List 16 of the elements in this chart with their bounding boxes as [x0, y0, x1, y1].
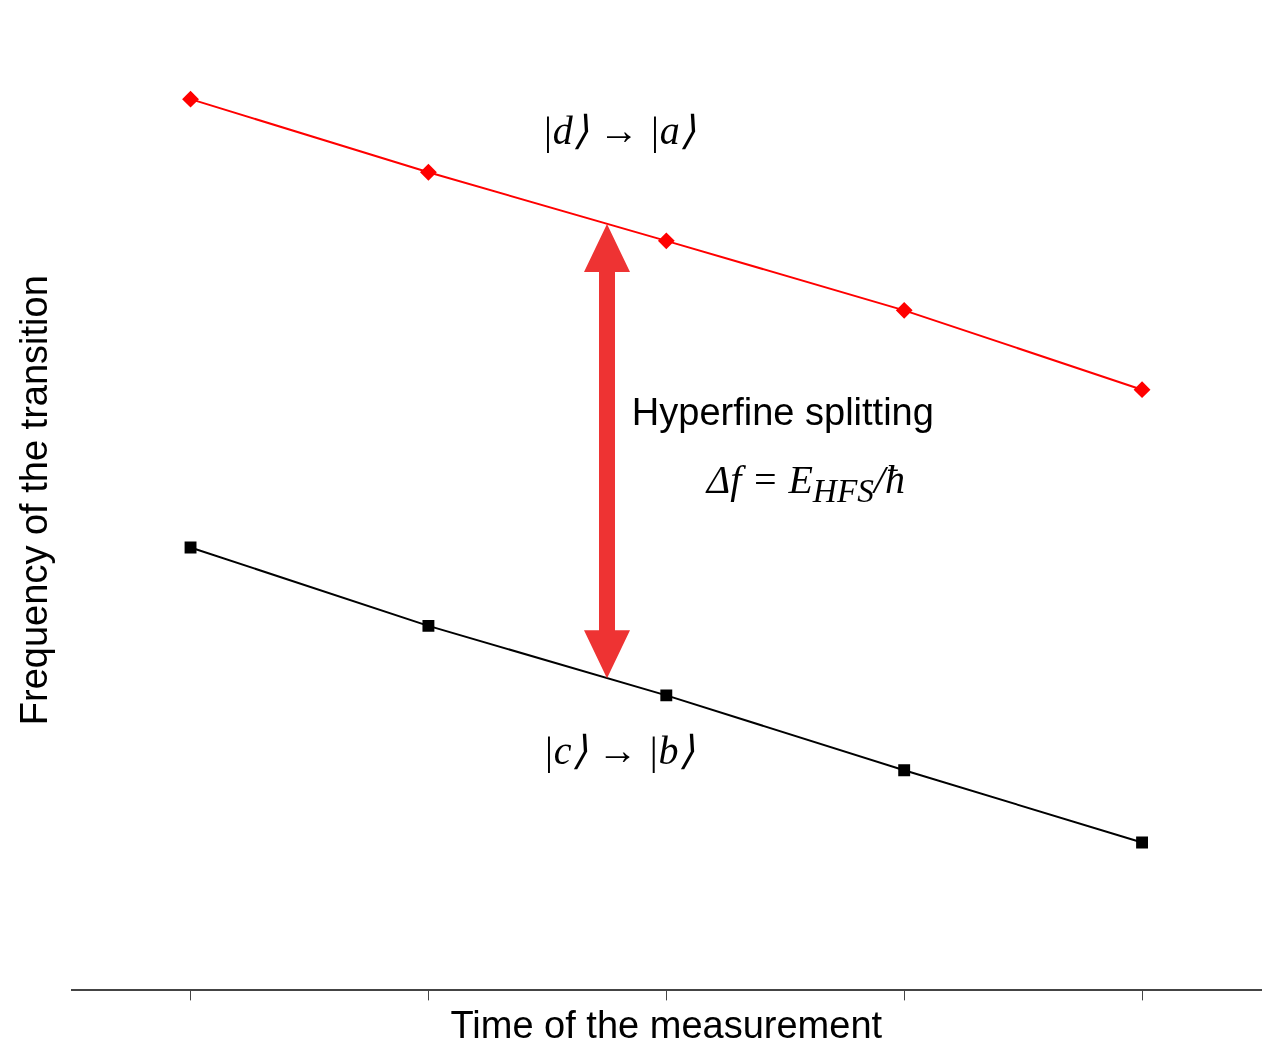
annotation: Δf = E$_{HFS}$/ħ: [706, 455, 906, 510]
point: [420, 164, 437, 181]
point: [422, 619, 435, 632]
point: [898, 764, 911, 777]
series-label: |d⟩ → |a⟩: [541, 108, 696, 154]
point: [1134, 381, 1151, 398]
series-label: |c⟩ → |b⟩: [542, 727, 695, 773]
y-axis-title: Frequency of the transition: [13, 275, 56, 726]
point: [896, 302, 913, 319]
x-axis-title: Time of the measurement: [450, 1003, 883, 1046]
point: [660, 689, 673, 702]
point: [658, 232, 675, 249]
annotation: Hyperfine splitting: [631, 390, 934, 434]
point: [182, 91, 199, 108]
point: [1136, 836, 1149, 849]
point: [184, 541, 197, 554]
